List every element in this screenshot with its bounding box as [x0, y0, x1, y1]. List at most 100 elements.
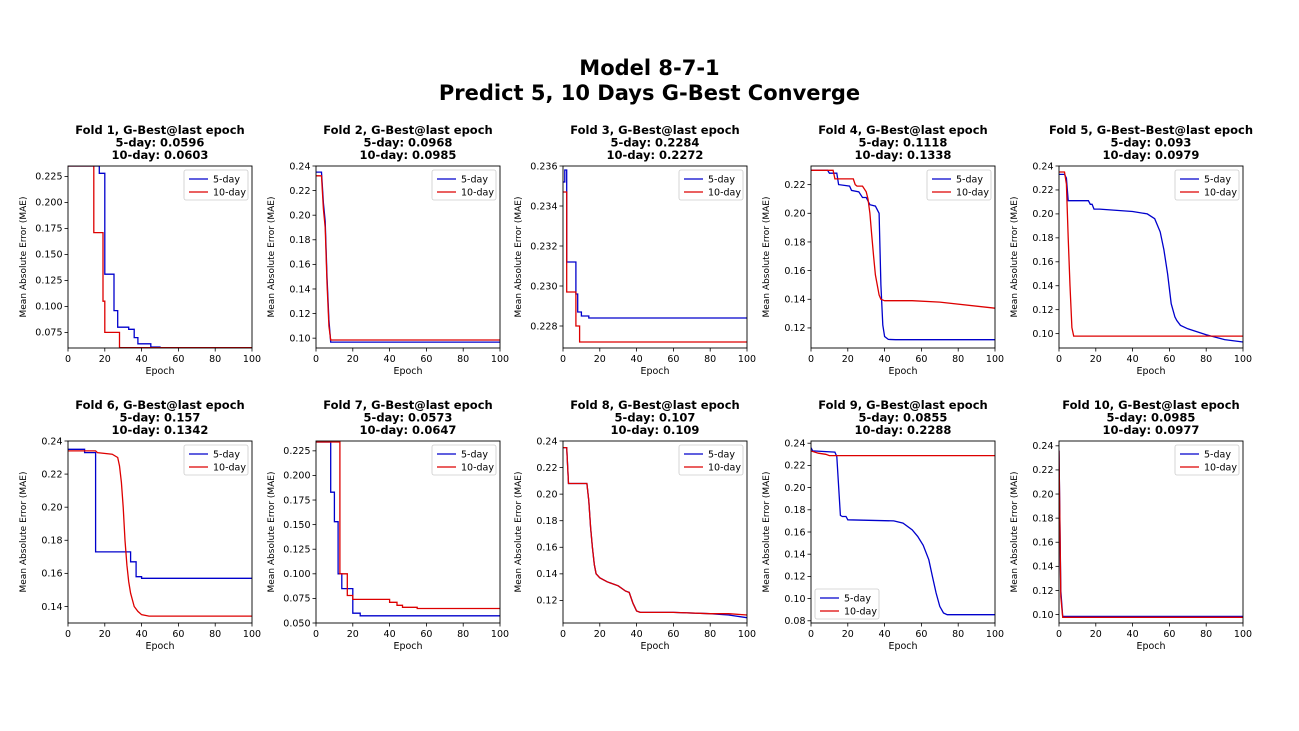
y-tick-label: 0.234	[530, 201, 557, 212]
legend-label: 5-day	[844, 593, 871, 604]
x-axis-label: Epoch	[1136, 366, 1165, 377]
subplot-title-line: Fold 3, G-Best@last epoch	[570, 123, 739, 137]
y-tick-label: 0.24	[1032, 161, 1053, 172]
subplot-title-line: Fold 1, G-Best@last epoch	[75, 123, 244, 137]
subplot-title-line: 10-day: 0.1342	[112, 423, 209, 437]
x-tick-label: 60	[667, 354, 679, 365]
y-tick-label: 0.200	[35, 198, 62, 209]
legend-label: 5-day	[213, 174, 240, 185]
y-tick-label: 0.10	[1032, 329, 1053, 340]
x-tick-label: 100	[491, 629, 509, 640]
y-tick-label: 0.175	[283, 495, 310, 506]
y-tick-label: 0.150	[35, 250, 62, 261]
subplot-title-line: 5-day: 0.093	[1111, 136, 1192, 150]
y-tick-label: 0.225	[283, 446, 310, 457]
y-axis-label: Mean Absolute Error (MAE)	[514, 196, 524, 317]
series-line-5-day	[1059, 450, 1243, 618]
y-tick-label: 0.14	[1032, 562, 1053, 573]
axes-frame	[1058, 165, 1244, 349]
subplot-title-line: 5-day: 0.0573	[364, 411, 453, 425]
subplot-title-line: Fold 5, G-Best–Best@last epoch	[1049, 123, 1253, 137]
subplot-title-line: Fold 7, G-Best@last epoch	[323, 398, 492, 412]
y-tick-label: 0.230	[530, 281, 557, 292]
axes-frame	[562, 165, 748, 349]
subplot-title-line: 5-day: 0.2284	[611, 136, 700, 150]
legend-label: 10-day	[708, 187, 741, 198]
x-tick-label: 20	[842, 629, 854, 640]
x-tick-label: 80	[952, 629, 964, 640]
y-tick-label: 0.24	[536, 436, 557, 447]
subplot-title-line: 5-day: 0.0985	[1107, 411, 1196, 425]
y-tick-label: 0.125	[35, 276, 62, 287]
y-tick-label: 0.20	[41, 502, 62, 513]
y-tick-label: 0.228	[530, 321, 557, 332]
x-axis-label: Epoch	[1136, 641, 1165, 652]
y-tick-label: 0.22	[784, 461, 805, 472]
legend-label: 10-day	[708, 462, 741, 473]
legend-label: 10-day	[844, 606, 877, 617]
subplot-title-line: 10-day: 0.109	[611, 423, 700, 437]
x-tick-label: 60	[172, 629, 184, 640]
x-tick-label: 0	[1056, 354, 1062, 365]
x-tick-label: 60	[420, 629, 432, 640]
y-tick-label: 0.20	[1032, 209, 1053, 220]
legend-label: 5-day	[708, 174, 735, 185]
x-tick-label: 80	[209, 354, 221, 365]
subplot-title-line: 10-day: 0.2288	[855, 423, 952, 437]
series-line-10-day	[68, 450, 252, 617]
legend: 5-day 10-day	[678, 444, 744, 476]
subplot-title-line: Fold 8, G-Best@last epoch	[570, 398, 739, 412]
axes-frame	[315, 440, 501, 624]
y-tick-label: 0.20	[1032, 489, 1053, 500]
x-tick-label: 40	[879, 354, 891, 365]
y-tick-label: 0.22	[784, 180, 805, 191]
y-tick-label: 0.22	[41, 469, 62, 480]
x-tick-label: 80	[704, 354, 716, 365]
series-line-5-day	[316, 441, 500, 617]
x-tick-label: 40	[1127, 629, 1139, 640]
x-tick-label: 20	[99, 354, 111, 365]
y-axis-label: Mean Absolute Error (MAE)	[267, 471, 277, 592]
legend-label: 10-day	[956, 187, 989, 198]
y-tick-label: 0.16	[536, 543, 557, 554]
x-tick-label: 20	[347, 629, 359, 640]
y-tick-label: 0.18	[289, 235, 310, 246]
x-axis-label: Epoch	[393, 641, 422, 652]
series-line-5-day	[1059, 173, 1243, 343]
legend-label: 5-day	[1204, 174, 1231, 185]
subplot-title-line: 10-day: 0.1338	[855, 148, 952, 162]
x-tick-label: 60	[1163, 354, 1175, 365]
y-tick-label: 0.20	[289, 210, 310, 221]
y-tick-label: 0.16	[41, 569, 62, 580]
x-tick-label: 100	[986, 629, 1004, 640]
x-tick-label: 100	[243, 354, 261, 365]
legend: 5-day 10-day	[1174, 169, 1240, 201]
x-tick-label: 0	[808, 354, 814, 365]
figure-title-line-2: Predict 5, 10 Days G-Best Converge	[438, 81, 861, 105]
x-tick-label: 20	[99, 629, 111, 640]
figure-title: Model 8-7-1 Predict 5, 10 Days G-Best Co…	[0, 56, 1299, 106]
x-tick-label: 100	[738, 629, 756, 640]
x-tick-label: 20	[594, 354, 606, 365]
x-tick-label: 0	[65, 354, 71, 365]
y-tick-label: 0.12	[1032, 586, 1053, 597]
x-tick-label: 60	[915, 354, 927, 365]
legend: 5-day 10-day	[678, 169, 744, 201]
legend-label: 10-day	[1204, 462, 1237, 473]
y-tick-label: 0.16	[784, 266, 805, 277]
x-tick-label: 100	[1234, 354, 1252, 365]
x-tick-label: 60	[172, 354, 184, 365]
x-tick-label: 0	[808, 629, 814, 640]
y-tick-label: 0.16	[784, 527, 805, 538]
subplot-title-line: 5-day: 0.0968	[364, 136, 453, 150]
y-tick-label: 0.08	[784, 616, 805, 627]
y-tick-label: 0.12	[784, 572, 805, 583]
x-tick-label: 20	[1090, 354, 1102, 365]
x-tick-label: 100	[986, 354, 1004, 365]
y-tick-label: 0.236	[530, 161, 557, 172]
